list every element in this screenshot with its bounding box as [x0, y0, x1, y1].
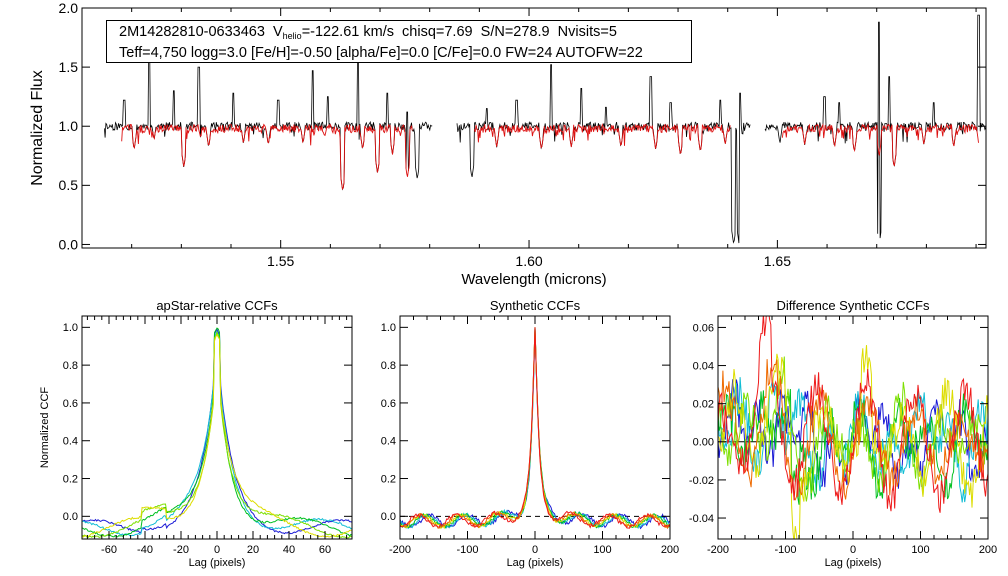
synthetic-ccf-ytick-label: 0.8	[381, 360, 396, 372]
synthetic-ccf-ytick-label: 0.6	[381, 398, 396, 410]
difference-ccf-xtick-label: 100	[911, 544, 929, 556]
synthetic-ccf-xtick-label: -100	[456, 544, 478, 556]
apstar-ccf-series-1	[82, 327, 352, 535]
spectrum-ytick-label: 1.0	[59, 118, 79, 134]
apstar-ccf-xtick-label: 40	[283, 544, 295, 556]
synthetic-ccf-ytick-label: 0.4	[381, 436, 396, 448]
difference-ccf-title: Difference Synthetic CCFs	[777, 298, 930, 313]
spectrum-frame	[81, 7, 987, 249]
vhelio-subscript: helio	[282, 31, 302, 41]
synthetic-ccf-xtick-label: 100	[593, 544, 611, 556]
difference-ccf-xtick-label: 0	[850, 544, 856, 556]
apstar-ccf-ytick-label: 0.0	[63, 511, 78, 523]
synthetic-ccf-series-5	[400, 327, 670, 530]
spectrum-ytick-label: 2.0	[59, 0, 79, 16]
synthetic-ccf-xlabel: Lag (pixels)	[507, 557, 564, 569]
apstar-ccf-series-2	[82, 330, 352, 537]
difference-ccf-xtick-label: -100	[774, 544, 796, 556]
difference-ccf-xlabel: Lag (pixels)	[825, 557, 882, 569]
apstar-ccf-ytick-label: 0.4	[63, 436, 78, 448]
star-info-box: 2M14282810-0633463 Vhelio=-122.61 km/s c…	[106, 20, 692, 63]
apstar-ccf-xtick-label: 20	[247, 544, 259, 556]
apstar-ccf-xtick-label: -60	[101, 544, 117, 556]
difference-ccf-xtick-label: 200	[979, 544, 997, 556]
chisq-value: chisq=7.69	[402, 24, 473, 40]
spectrum-xtick-label: 1.55	[267, 253, 294, 269]
info-line-1: 2M14282810-0633463 Vhelio=-122.61 km/s c…	[119, 24, 691, 45]
star-id: 2M14282810-0633463	[119, 24, 265, 40]
vhelio-value: =-122.61 km/s	[301, 24, 394, 40]
apstar-ccf-axes: -60 -40 -20 0 20 40 60 0.0 0.2 0.4 0.6 0.8 1.0 apStar…	[39, 298, 353, 569]
apstar-ccf-ytick-label: 0.6	[63, 398, 78, 410]
spectrum-ytick-label: 0.5	[59, 177, 79, 193]
spectrum-xtick-label: 1.60	[515, 253, 542, 269]
apstar-ccf-ytick-label: 0.8	[63, 360, 78, 372]
apstar-ccf-xlabel: Lag (pixels)	[189, 557, 246, 569]
apstar-ccf-xtick-label: -40	[137, 544, 153, 556]
synthetic-ccf-series-3	[400, 327, 670, 529]
difference-ccf-series-7	[718, 316, 988, 513]
synthetic-ccf-ytick-label: 1.0	[381, 322, 396, 334]
apstar-ccf-title: apStar-relative CCFs	[156, 298, 278, 313]
synthetic-ccf-series-6	[400, 327, 670, 529]
synthetic-ccf-series-2	[400, 327, 670, 529]
synthetic-ccf-frame	[399, 315, 671, 540]
spectrum-line-observed-chip-2	[456, 64, 751, 244]
difference-ccf-series-6	[718, 359, 988, 501]
apstar-ccf-ytick-label: 0.2	[63, 473, 78, 485]
synthetic-ccf-xtick-label: -200	[389, 544, 411, 556]
apstar-ccf-xtick-label: 60	[319, 544, 331, 556]
synthetic-ccf-ytick-label: 0.0	[381, 511, 396, 523]
synthetic-ccf-series-4	[400, 327, 670, 530]
info-line-2: Teff=4,750 logg=3.0 [Fe/H]=-0.50 [alpha/…	[119, 45, 643, 61]
synthetic-ccf-xtick-label: 0	[532, 544, 538, 556]
spectrum-line-model-chip-3	[781, 122, 979, 167]
apstar-ccf-series-5	[82, 333, 352, 538]
difference-ccf-axes: -200 -100 0 100 200 -0.04 -0.02 0.00 0.02 0.04 0.0…	[689, 298, 997, 569]
spectrum-ytick-label: 1.5	[59, 59, 79, 75]
apstar-ccf-xtick-label: -20	[173, 544, 189, 556]
difference-ccf-ytick-label: -0.02	[689, 475, 714, 487]
synthetic-ccf-xtick-label: 200	[661, 544, 679, 556]
spectrum-line-model-chip-2	[473, 122, 731, 154]
difference-ccf-ytick-label: 0.04	[693, 360, 714, 372]
spectrum-ylabel: Normalized Flux	[29, 70, 46, 186]
apstar-ccf-series-4	[82, 330, 352, 539]
spectrum-xtick-label: 1.65	[764, 253, 791, 269]
apstar-ccf-ytick-label: 1.0	[63, 322, 78, 334]
snr-value: S/N=278.9	[480, 24, 550, 40]
nvisits-value: Nvisits=5	[557, 24, 617, 40]
spectrum-axes: 1.55 1.60 1.65 0.0 0.5 1.0 1.5 2.0 Wavelength (m…	[29, 0, 987, 288]
difference-ccf-ytick-label: 0.02	[693, 399, 714, 411]
synthetic-ccf-axes: -200 -100 0 100 200 0.0 0.2 0.4 0.6 0.8 1.0 Synthet…	[381, 298, 679, 569]
difference-ccf-series-5	[718, 345, 988, 539]
synthetic-ccf-series-1	[400, 327, 670, 530]
apstar-ccf-xtick-label: 0	[214, 544, 220, 556]
difference-ccf-ytick-label: -0.04	[689, 513, 714, 525]
spectrum-ytick-label: 0.0	[59, 236, 79, 252]
apstar-ccf-ylabel: Normalized CCF	[39, 387, 51, 469]
apstar-ccf-frame	[81, 315, 353, 540]
vhelio-symbol: V	[273, 24, 283, 40]
difference-ccf-ytick-label: 0.00	[693, 437, 714, 449]
spectrum-xlabel: Wavelength (microns)	[461, 271, 606, 288]
spectrum-line-model-chip-1	[121, 123, 413, 190]
difference-ccf-ytick-label: 0.06	[693, 322, 714, 334]
apstar-ccf-series-3	[82, 327, 352, 538]
difference-ccf-xtick-label: -200	[707, 544, 729, 556]
synthetic-ccf-ytick-label: 0.2	[381, 473, 396, 485]
synthetic-ccf-title: Synthetic CCFs	[490, 298, 581, 313]
